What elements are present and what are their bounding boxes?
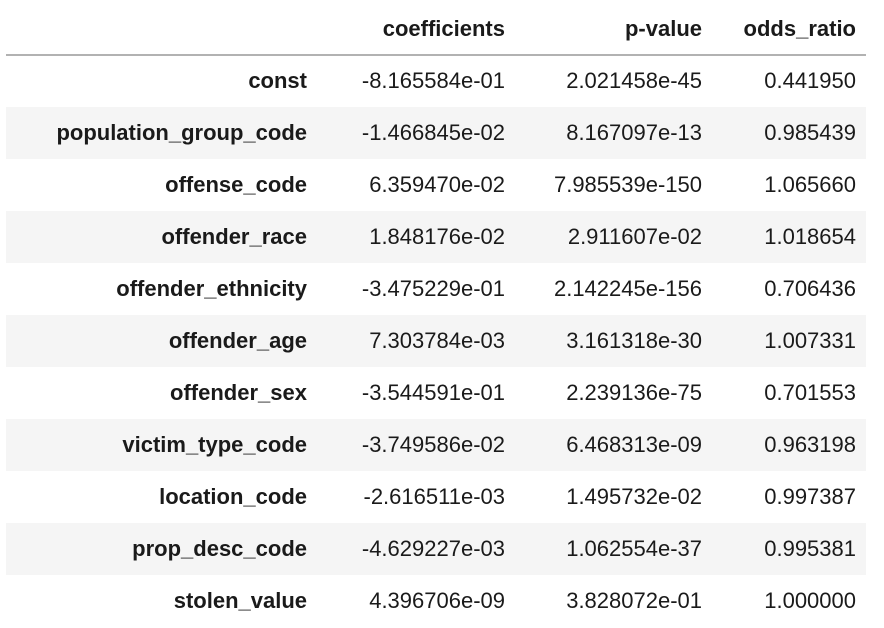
cell-coefficients: 7.303784e-03 xyxy=(369,327,505,353)
row-label: stolen_value xyxy=(173,587,307,613)
cell-odds-ratio: 1.007331 xyxy=(764,327,856,353)
cell-coefficients: -3.475229e-01 xyxy=(361,275,505,301)
cell-odds-ratio: 0.985439 xyxy=(764,119,856,145)
cell-odds-ratio: 1.065660 xyxy=(764,171,856,197)
cell-coefficients: 6.359470e-02 xyxy=(369,171,505,197)
table-row: population_group_code -1.466845e-02 8.16… xyxy=(6,107,866,159)
cell-p-value: 3.828072e-01 xyxy=(566,587,702,613)
row-label: offender_sex xyxy=(170,379,307,405)
cell-coefficients: -2.616511e-03 xyxy=(363,483,506,509)
cell-p-value: 3.161318e-30 xyxy=(566,327,702,353)
cell-coefficients: -3.544591e-01 xyxy=(361,379,505,405)
cell-odds-ratio: 0.441950 xyxy=(764,68,856,94)
row-label: location_code xyxy=(159,483,307,509)
cell-coefficients: 4.396706e-09 xyxy=(369,587,505,613)
cell-coefficients: -3.749586e-02 xyxy=(361,431,505,457)
row-label: offender_age xyxy=(168,327,307,353)
cell-odds-ratio: 0.963198 xyxy=(764,431,856,457)
cell-coefficients: -4.629227e-03 xyxy=(361,535,505,561)
cell-p-value: 2.911607e-02 xyxy=(567,223,702,249)
cell-p-value: 7.985539e-150 xyxy=(553,171,702,197)
table-header: coefficients p-value odds_ratio xyxy=(6,0,866,56)
table-row: const -8.165584e-01 2.021458e-45 0.44195… xyxy=(6,55,866,107)
table-row: location_code -2.616511e-03 1.495732e-02… xyxy=(6,471,866,523)
row-label: const xyxy=(248,68,307,94)
table-row: offender_age 7.303784e-03 3.161318e-30 1… xyxy=(6,315,866,367)
table-row: victim_type_code -3.749586e-02 6.468313e… xyxy=(6,419,866,471)
cell-p-value: 2.239136e-75 xyxy=(566,379,702,405)
table-row: offender_ethnicity -3.475229e-01 2.14224… xyxy=(6,263,866,315)
cell-odds-ratio: 1.018654 xyxy=(764,223,856,249)
cell-odds-ratio: 0.995381 xyxy=(764,535,856,561)
cell-p-value: 2.021458e-45 xyxy=(566,68,702,94)
row-label: offense_code xyxy=(165,171,307,197)
row-label: offender_ethnicity xyxy=(116,275,307,301)
cell-odds-ratio: 0.701553 xyxy=(764,379,856,405)
regression-results-table: coefficients p-value odds_ratio const -8… xyxy=(6,0,866,627)
cell-coefficients: -1.466845e-02 xyxy=(361,119,505,145)
row-label: prop_desc_code xyxy=(132,535,307,561)
header-row: coefficients p-value odds_ratio xyxy=(6,0,866,56)
cell-p-value: 8.167097e-13 xyxy=(566,119,702,145)
row-label: victim_type_code xyxy=(122,431,307,457)
cell-odds-ratio: 0.997387 xyxy=(764,483,856,509)
column-header-odds-ratio: odds_ratio xyxy=(712,0,866,56)
cell-p-value: 1.062554e-37 xyxy=(566,535,702,561)
row-label: population_group_code xyxy=(56,119,307,145)
column-header-coefficients: coefficients xyxy=(317,0,515,56)
cell-coefficients: 1.848176e-02 xyxy=(369,223,505,249)
cell-coefficients: -8.165584e-01 xyxy=(361,68,505,94)
cell-p-value: 1.495732e-02 xyxy=(566,483,702,509)
table-row: stolen_value 4.396706e-09 3.828072e-01 1… xyxy=(6,575,866,627)
cell-odds-ratio: 1.000000 xyxy=(764,587,856,613)
table-body: const -8.165584e-01 2.021458e-45 0.44195… xyxy=(6,55,866,627)
cell-p-value: 6.468313e-09 xyxy=(566,431,702,457)
cell-odds-ratio: 0.706436 xyxy=(764,275,856,301)
table-row: offense_code 6.359470e-02 7.985539e-150 … xyxy=(6,159,866,211)
row-label: offender_race xyxy=(161,223,307,249)
cell-p-value: 2.142245e-156 xyxy=(553,275,702,301)
table-row: prop_desc_code -4.629227e-03 1.062554e-3… xyxy=(6,523,866,575)
column-header-p-value: p-value xyxy=(515,0,712,56)
table-row: offender_sex -3.544591e-01 2.239136e-75 … xyxy=(6,367,866,419)
corner-header-blank xyxy=(6,0,317,56)
table-row: offender_race 1.848176e-02 2.911607e-02 … xyxy=(6,211,866,263)
